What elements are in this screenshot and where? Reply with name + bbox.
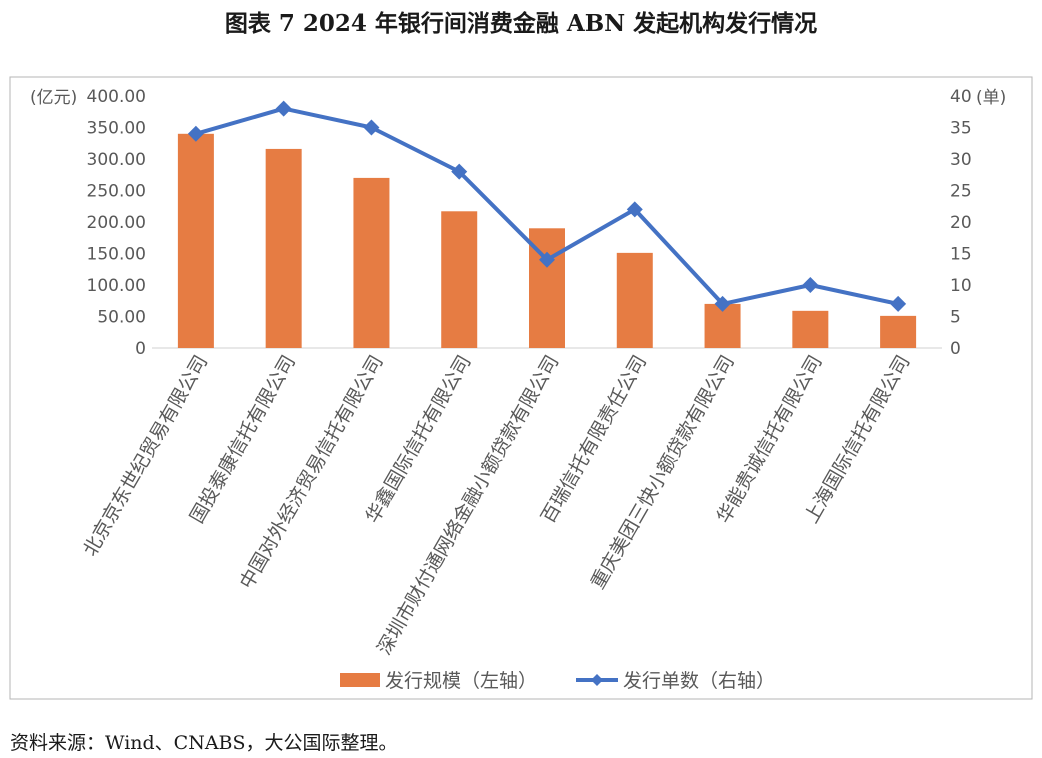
right-tick-label: 15 (950, 245, 972, 265)
line-point (275, 100, 292, 117)
right-tick-label: 0 (950, 339, 961, 359)
left-tick-label: 100.00 (87, 276, 146, 296)
left-axis-unit: (亿元) (30, 88, 77, 108)
bar (792, 310, 829, 348)
source-note: 资料来源：Wind、CNABS，大公国际整理。 (10, 732, 398, 754)
line-point (539, 251, 555, 268)
line-point (451, 163, 468, 180)
left-tick-label: 0 (135, 339, 146, 359)
bar (353, 177, 390, 348)
line-point (187, 125, 204, 142)
right-tick-label: 10 (950, 276, 972, 296)
left-tick-label: 300.00 (87, 150, 146, 170)
bar (441, 211, 478, 348)
legend-label-line: 发行单数（右轴） (623, 670, 775, 692)
right-tick-label: 5 (950, 308, 961, 328)
left-tick-label: 200.00 (87, 213, 146, 233)
left-tick-label: 50.00 (97, 308, 146, 328)
right-tick-label: 40 (950, 87, 972, 107)
line-point (714, 295, 731, 312)
bar (265, 148, 302, 348)
line-point (363, 119, 380, 136)
left-tick-label: 350.00 (87, 119, 146, 139)
right-axis-unit: (单) (976, 88, 1006, 108)
bar (880, 315, 917, 348)
left-tick-label: 150.00 (87, 245, 146, 265)
right-tick-label: 30 (950, 150, 972, 170)
left-tick-label: 400.00 (87, 87, 146, 107)
legend-marker (591, 674, 603, 686)
legend-swatch-bar (340, 673, 380, 687)
right-tick-label: 20 (950, 213, 972, 233)
legend-label-bar: 发行规模（左轴） (385, 670, 537, 692)
right-tick-label: 35 (950, 119, 972, 139)
left-tick-label: 250.00 (87, 182, 146, 202)
bar (177, 133, 214, 348)
right-tick-label: 25 (950, 182, 972, 202)
line-point (802, 277, 819, 293)
line-point (626, 201, 643, 218)
bar (616, 252, 653, 348)
line-point (890, 295, 907, 312)
chart-title: 图表 7 2024 年银行间消费金融 ABN 发起机构发行情况 (224, 10, 818, 37)
